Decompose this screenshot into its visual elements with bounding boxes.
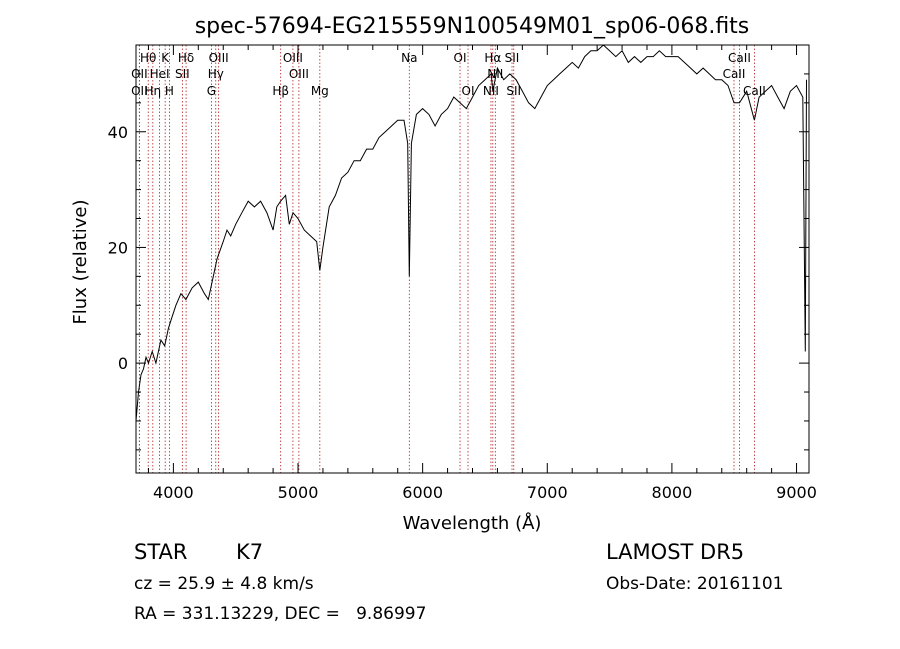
- line-marker-label: CaII: [743, 84, 766, 98]
- x-axis-label: Wavelength (Å): [403, 512, 542, 534]
- x-axis-ticks: 4000 5000 6000 7000 8000 9000: [147, 45, 817, 502]
- x-tick-label: 7000: [527, 483, 568, 502]
- line-marker-label: Mg: [311, 84, 329, 98]
- survey-name: LAMOST DR5: [606, 540, 745, 564]
- line-marker-label: Hγ: [208, 67, 224, 81]
- line-marker-label: OI: [454, 51, 467, 65]
- x-tick-label: 9000: [776, 483, 817, 502]
- line-marker-label: SII: [505, 51, 520, 65]
- y-axis-ticks: 0 20 40: [108, 44, 809, 451]
- line-marker-label: OI: [462, 84, 475, 98]
- object-class: STAR: [134, 540, 188, 564]
- line-marker-label: CaII: [723, 67, 746, 81]
- line-marker-labels: Hθ K Hδ OIII OIII Na OI Hα SII CaII OII HeI SII Hγ OII…: [131, 51, 766, 98]
- line-marker-label: OIII: [283, 51, 303, 65]
- y-axis-label: Flux (relative): [70, 199, 91, 324]
- y-tick-label: 40: [108, 123, 128, 142]
- line-marker-label: SII: [506, 84, 521, 98]
- object-subclass: K7: [236, 540, 264, 564]
- line-marker-label: HeI: [150, 67, 170, 81]
- line-marker-label: OII: [131, 84, 148, 98]
- line-marker-label: OIII: [209, 51, 229, 65]
- line-marker-label: OIII: [289, 67, 309, 81]
- x-tick-label: 6000: [402, 483, 443, 502]
- chart-title: spec-57694-EG215559N100549M01_sp06-068.f…: [195, 14, 750, 39]
- x-tick-label: 5000: [278, 483, 319, 502]
- line-marker-label: SII: [175, 67, 190, 81]
- line-marker-label: NII: [483, 84, 499, 98]
- y-tick-label: 20: [108, 238, 128, 257]
- line-marker-label: G: [207, 84, 216, 98]
- line-marker-label: Hδ: [178, 51, 194, 65]
- spectrum-line: [135, 44, 807, 421]
- observation-date: Obs-Date: 20161101: [606, 574, 784, 594]
- y-tick-label: 0: [118, 354, 128, 373]
- coordinates: RA = 331.13229, DEC = 9.86997: [134, 604, 427, 624]
- line-marker-label: Hη: [145, 84, 162, 98]
- redshift-value: cz = 25.9 ± 4.8 km/s: [134, 574, 314, 594]
- x-tick-label: 4000: [153, 483, 194, 502]
- line-markers: [138, 45, 755, 473]
- line-marker-label: Hβ: [272, 84, 289, 98]
- line-marker-label: Na: [401, 51, 417, 65]
- line-marker-label: CaII: [728, 51, 751, 65]
- plot-frame: [135, 44, 810, 474]
- line-marker-label: Hα: [484, 51, 501, 65]
- line-marker-label: K: [161, 51, 170, 65]
- x-tick-label: 8000: [652, 483, 693, 502]
- line-marker-label: Hθ: [140, 51, 156, 65]
- line-marker-label: H: [165, 84, 174, 98]
